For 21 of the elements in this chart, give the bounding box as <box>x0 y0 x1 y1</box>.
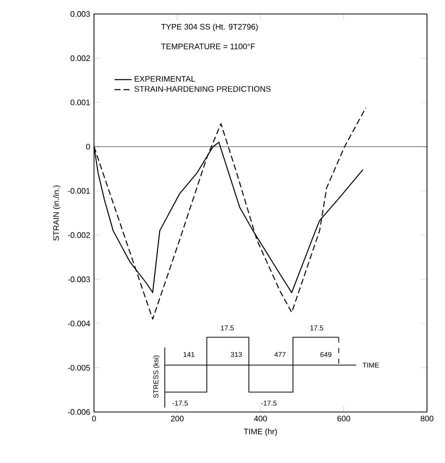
x-tick-label: 800 <box>420 416 434 422</box>
x-tick-label: 200 <box>170 416 184 422</box>
text: TEMPERATURE = 1100°F <box>161 44 255 50</box>
y-tick-label: -0.003 <box>68 276 90 282</box>
y-tick-label: 0.002 <box>70 55 90 62</box>
x-axis-title: TIME (hr) <box>244 428 277 436</box>
text: TYPE 304 SS (Ht. 9T2796) <box>161 24 258 32</box>
y-tick-label: -0.001 <box>68 188 90 194</box>
y-tick-label: 0.003 <box>70 11 90 17</box>
y-axis-title: STRAIN (in./in.) <box>53 186 61 241</box>
legend-label: EXPERIMENTAL <box>134 76 196 82</box>
y-tick-label: -0.005 <box>68 364 90 371</box>
legend-label: STRAIN-HARDENING PREDICTIONS <box>134 86 271 92</box>
x-tick-label: 0 <box>92 416 96 422</box>
y-tick-label: 0.001 <box>70 100 90 106</box>
x-tick-label: 400 <box>254 416 267 422</box>
y-tick-label: -0.002 <box>68 232 90 238</box>
y-tick-label: -0.006 <box>68 409 90 415</box>
y-tick-label: 0 <box>86 144 90 150</box>
x-tick-label: 600 <box>337 416 350 422</box>
y-tick-label: -0.004 <box>68 320 90 326</box>
